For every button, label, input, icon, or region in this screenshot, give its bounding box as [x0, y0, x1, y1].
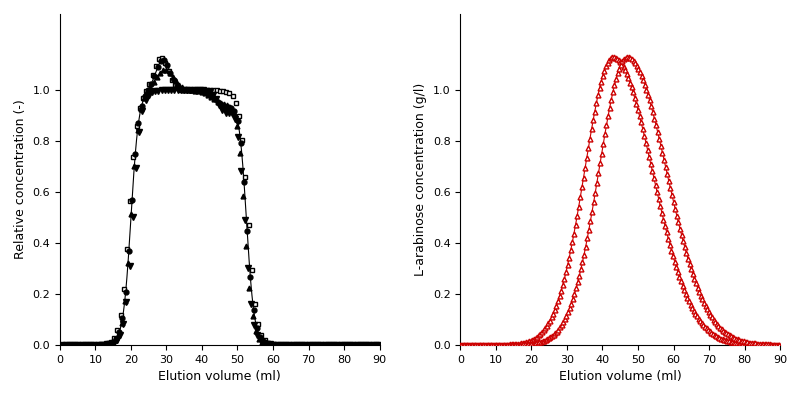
X-axis label: Elution volume (ml): Elution volume (ml): [559, 370, 682, 383]
Y-axis label: Relative concentration (-): Relative concentration (-): [14, 100, 27, 259]
Y-axis label: L-arabinose concentration (g/l): L-arabinose concentration (g/l): [414, 83, 428, 276]
X-axis label: Elution volume (ml): Elution volume (ml): [159, 370, 281, 383]
